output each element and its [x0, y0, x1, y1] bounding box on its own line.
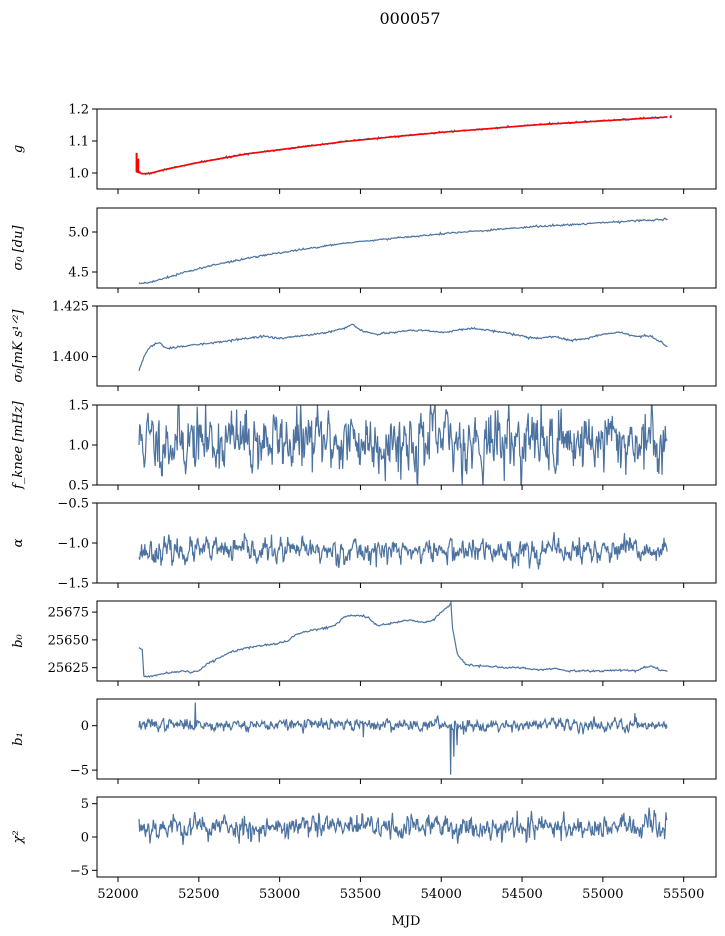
y-tick-label: 25625: [48, 661, 89, 676]
y-tick-label: 5: [81, 797, 89, 812]
panel-frame: [96, 796, 717, 878]
series-line-1: [138, 217, 668, 285]
y-axis-label: g: [11, 145, 26, 153]
y-tick-label: 1.0: [68, 439, 89, 454]
x-tick-label: 53500: [340, 887, 381, 902]
panel-2: 4.5 5.0 σ₀ [du]: [11, 207, 717, 293]
y-tick-label: 1.2: [68, 103, 89, 118]
y-tick-label: −1.5: [57, 577, 89, 592]
panel-frame: [96, 698, 717, 780]
panel-5: −1.5 −1.0 −0.5 α: [11, 497, 717, 592]
y-axis-label: b₀: [11, 633, 26, 647]
y-tick-label: 25675: [48, 606, 89, 621]
y-axis-label: b₁: [11, 732, 26, 746]
y-tick-label: −1.0: [57, 537, 89, 552]
series-line-1: [138, 405, 668, 485]
x-tick-label: 54000: [421, 887, 462, 902]
panel-7: −5 0 b₁: [11, 698, 717, 784]
panels: 1.0 1.1 1.2 g 4.5 5.0 σ₀ [du] 1.400 1.425 σ₀[mK s…: [11, 103, 717, 902]
x-tick-label: 55000: [582, 887, 623, 902]
y-tick-label: 1.425: [52, 300, 89, 315]
panel-frame: [96, 207, 717, 289]
y-axis-label: σ₀ [du]: [11, 225, 26, 271]
y-tick-label: 1.0: [68, 167, 89, 182]
panel-4: 0.5 1.0 1.5 f_knee [mHz]: [11, 399, 717, 494]
y-tick-label: −5: [70, 764, 89, 779]
series-line-1: [138, 323, 668, 372]
series-line-1: [135, 116, 668, 176]
y-tick-label: 0: [81, 831, 89, 846]
y-tick-label: 25650: [48, 633, 89, 648]
series-line-1: [138, 702, 668, 775]
panel-3: 1.400 1.425 σ₀[mK s¹ᐟ²]: [11, 300, 717, 391]
y-tick-label: −0.5: [57, 497, 89, 512]
y-tick-label: 0: [81, 719, 89, 734]
series-line-1: [138, 601, 668, 678]
y-tick-label: 0.5: [68, 479, 89, 494]
fit-line: [135, 116, 668, 175]
panel-frame: [96, 108, 717, 190]
y-tick-label: 1.1: [68, 135, 89, 150]
series-line-1: [138, 807, 668, 846]
x-tick-label: 52000: [97, 887, 138, 902]
x-tick-label: 55500: [663, 887, 704, 902]
panel-frame: [96, 600, 717, 682]
figure-title: 000057: [379, 9, 440, 28]
y-tick-label: 5.0: [68, 226, 89, 241]
x-tick-label: 53000: [259, 887, 300, 902]
panel-6: 25625 25650 25675 b₀: [11, 600, 717, 686]
y-tick-label: 1.400: [52, 350, 89, 365]
x-axis-label: MJD: [392, 914, 421, 929]
y-axis-label: α: [11, 538, 26, 547]
y-axis-label: χ²: [11, 830, 26, 844]
y-tick-label: 4.5: [68, 266, 89, 281]
y-tick-label: 1.5: [68, 399, 89, 414]
x-axis: 52000 52500 53000 53500 54000 54500 55000 55500: [97, 887, 704, 902]
panel-8: −5 0 5 χ²: [11, 796, 717, 882]
y-axis-label: σ₀[mK s¹ᐟ²]: [11, 309, 26, 383]
panel-1: 1.0 1.1 1.2 g: [11, 103, 717, 194]
y-tick-label: −5: [70, 864, 89, 879]
series-line-1: [138, 531, 668, 570]
y-axis-label: f_knee [mHz]: [11, 400, 26, 490]
x-tick-label: 54500: [501, 887, 542, 902]
x-tick-label: 52500: [178, 887, 219, 902]
panel-frame: [96, 305, 717, 387]
